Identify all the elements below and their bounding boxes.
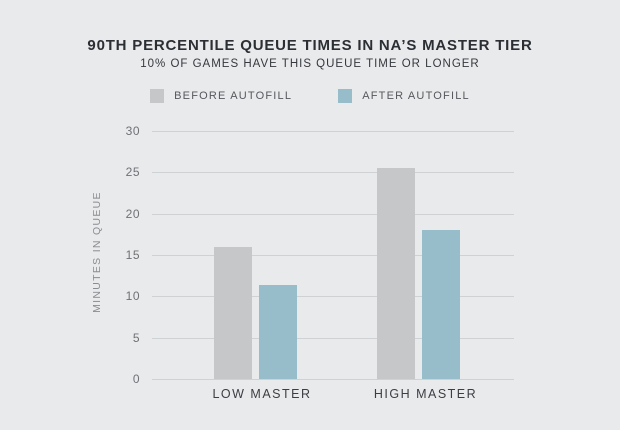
legend-item-after-autofill: AFTER AUTOFILL — [338, 89, 470, 103]
legend-label-before-autofill: BEFORE AUTOFILL — [174, 90, 293, 102]
y-tick-label-0: 0 — [132, 372, 140, 386]
y-tick-label-5: 5 — [132, 330, 140, 345]
gridline-10 — [152, 296, 514, 298]
chart-title: 90TH PERCENTILE QUEUE TIMES IN NA’S MAST… — [87, 37, 533, 54]
y-tick-label-15: 15 — [125, 248, 140, 262]
x-label-high-master: HIGH MASTER — [373, 387, 478, 401]
gridline-20 — [152, 213, 514, 215]
bar-after-autofill-high-master — [422, 230, 460, 379]
legend-item-before-autofill: BEFORE AUTOFILL — [150, 89, 292, 103]
legend-swatch-after-icon — [338, 89, 353, 103]
legend-swatch-before-icon — [150, 89, 165, 103]
bar-before-autofill-low-master — [213, 246, 252, 379]
legend: BEFORE AUTOFILL AFTER AUTOFILL — [0, 89, 620, 103]
y-tick-label-25: 25 — [125, 165, 140, 180]
gridline-5 — [152, 337, 514, 339]
gridline-15 — [152, 255, 514, 256]
legend-label-after-autofill: AFTER AUTOFILL — [362, 90, 470, 102]
plot-area — [152, 131, 514, 380]
gridline-30 — [152, 131, 514, 132]
y-tick-label-10: 10 — [125, 289, 140, 304]
gridline-0 — [152, 379, 514, 380]
bar-after-autofill-low-master — [258, 284, 297, 379]
y-tick-label-20: 20 — [125, 206, 140, 221]
chart-subtitle: 10% OF GAMES HAVE THIS QUEUE TIME OR LON… — [140, 58, 480, 70]
bar-before-autofill-high-master — [377, 168, 415, 379]
y-tick-label-30: 30 — [125, 124, 140, 138]
x-label-low-master: LOW MASTER — [212, 387, 312, 401]
gridline-25 — [152, 172, 514, 174]
